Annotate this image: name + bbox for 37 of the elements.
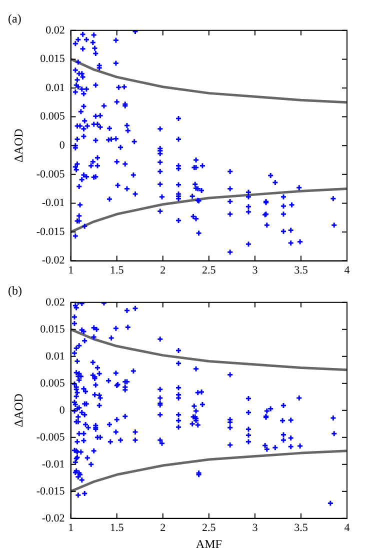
x-tick-label: 2 [160,264,166,276]
x-tick-label: 3.5 [294,264,308,276]
x-tick-label: 4 [344,522,350,534]
x-tick-label: 1 [68,264,74,276]
y-tick-label: -0.005 [36,168,66,180]
y-tick-label: 0 [59,404,66,416]
y-tick-label: 0.015 [40,323,66,336]
y-tick-label: 0.005 [40,377,66,390]
x-tick-label: 3 [252,264,258,276]
x-tick-label: 2.5 [202,522,216,534]
y-tick-label: -0.015 [36,226,66,238]
chart-title: (b) [8,283,22,298]
y-tick-label: 0.01 [46,82,65,94]
x-tick-label: 2 [160,522,166,534]
chart-title: (a) [8,11,22,26]
x-tick-label: 1.5 [110,522,124,534]
x-axis-title: AMF [196,536,222,551]
y-axis-title: ΔAOD [11,128,26,162]
y-tick-label: 0.015 [40,53,66,66]
x-tick-label: 3 [252,522,258,534]
y-tick-label: -0.015 [36,485,66,498]
y-tick-label: 0.02 [46,24,65,36]
y-tick-label: 0.02 [46,296,65,308]
x-tick-label: 1 [68,522,74,534]
x-tick-label: 3.5 [294,522,308,534]
y-tick-label: -0.02 [42,254,65,267]
y-tick-label: 0 [59,139,66,152]
y-tick-label: -0.01 [42,458,65,470]
y-axis-title: ΔAOD [11,393,26,428]
y-tick-label: -0.02 [42,512,65,524]
x-tick-label: 1.5 [110,264,124,276]
x-tick-label: 4 [344,264,350,276]
y-tick-label: 0.005 [40,110,66,123]
y-tick-label: -0.01 [42,197,65,210]
y-tick-label: 0.01 [46,350,65,362]
y-tick-label: -0.005 [36,431,66,444]
x-tick-label: 2.5 [202,264,216,276]
